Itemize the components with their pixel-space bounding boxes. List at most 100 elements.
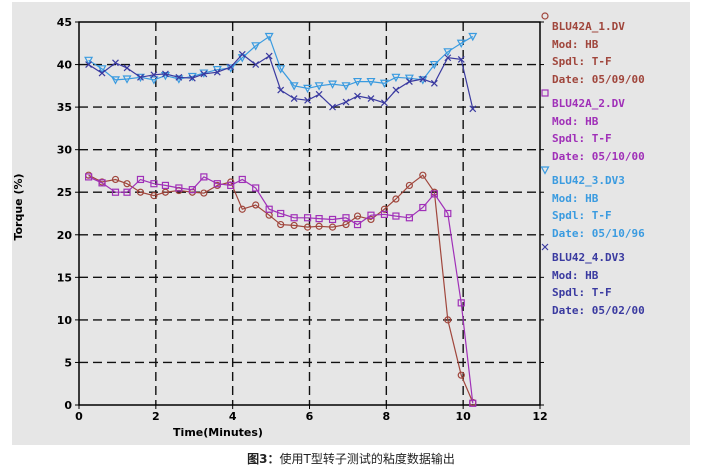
data-point <box>469 399 477 407</box>
data-point <box>188 74 196 82</box>
data-point <box>98 69 106 77</box>
legend-series-date: Date: 05/10/00 <box>552 149 645 163</box>
legend-series-mod: Mod: HB <box>552 114 599 128</box>
data-point <box>391 73 401 83</box>
data-point <box>457 371 465 379</box>
x-axis-title: Time(Minutes) <box>173 426 263 439</box>
data-point <box>252 201 260 209</box>
data-point <box>354 92 361 100</box>
data-point <box>289 82 299 91</box>
data-point <box>404 74 414 83</box>
x-tick-label: 10 <box>456 410 472 423</box>
data-point <box>380 99 388 107</box>
data-point <box>149 76 159 85</box>
legend-entry-2: BLU42A_2.DV Mod: HB Spdl: T-F Date: 05/1… <box>540 89 690 165</box>
legend-series-date: Date: 05/02/00 <box>552 303 645 317</box>
data-point <box>252 184 260 192</box>
data-point <box>367 215 375 224</box>
y-tick-label: 25 <box>57 186 72 199</box>
data-point <box>213 180 221 188</box>
data-point <box>265 205 273 213</box>
data-point <box>303 214 312 222</box>
data-point <box>304 96 312 104</box>
data-point <box>85 61 93 68</box>
legend-marker-shape <box>541 243 549 251</box>
data-point <box>238 205 246 213</box>
data-point <box>457 56 465 63</box>
data-point <box>150 71 158 79</box>
legend-series-mod: Mod: HB <box>552 37 599 51</box>
data-point <box>122 75 132 84</box>
data-point <box>328 215 337 224</box>
x-tick-label: 12 <box>532 410 547 423</box>
data-point <box>264 32 274 42</box>
data-point <box>137 73 144 81</box>
legend-series-spdl: Spdl: T-F <box>552 286 612 299</box>
data-point <box>200 70 208 78</box>
data-point <box>136 175 145 184</box>
data-point <box>161 181 170 190</box>
data-point <box>419 171 427 179</box>
x-tick-label: 4 <box>229 410 237 423</box>
y-tick-label: 40 <box>57 59 73 72</box>
data-point <box>161 188 170 196</box>
data-point <box>379 79 389 89</box>
data-point <box>469 105 477 113</box>
data-point <box>405 214 413 222</box>
data-point <box>290 95 298 103</box>
data-point <box>315 90 323 98</box>
legend-marker-4 <box>541 243 549 251</box>
legend-entry-4: BLU42_4.DV3 Mod: HB Spdl: T-F Date: 05/0… <box>540 243 690 319</box>
figure-caption-text: 使用T型转子测试的粘度数据输出 <box>279 452 455 466</box>
data-point <box>238 175 246 184</box>
legend-series-date: Date: 05/10/96 <box>552 226 645 240</box>
data-point <box>277 86 285 94</box>
data-point <box>430 79 438 87</box>
data-point <box>444 54 452 62</box>
data-point <box>84 56 94 66</box>
data-point <box>392 212 400 220</box>
data-point <box>188 186 196 194</box>
legend-series-name: BLU42A_2.DV <box>552 97 625 110</box>
data-point <box>328 223 337 231</box>
data-point <box>162 70 169 78</box>
data-point <box>468 32 478 42</box>
legend-series-date: Date: 05/09/00 <box>552 72 645 86</box>
data-point <box>353 220 362 229</box>
data-point <box>380 210 389 218</box>
data-point <box>419 75 427 83</box>
data-point <box>444 316 452 324</box>
data-point <box>429 60 439 70</box>
y-tick-label: 0 <box>64 399 72 412</box>
data-point <box>367 95 375 103</box>
legend-series-mod: Mod: HB <box>552 191 599 205</box>
y-tick-label: 20 <box>57 229 73 242</box>
data-point <box>277 209 285 218</box>
data-point <box>353 212 362 220</box>
x-tick-label: 6 <box>306 410 314 423</box>
data-point <box>303 223 312 231</box>
x-tick-label: 0 <box>75 410 83 423</box>
data-point <box>265 52 273 60</box>
data-point <box>110 76 121 85</box>
y-tick-label: 5 <box>64 356 72 369</box>
torque-chart: 0 2 4 6 8 10 12 0 5 10 15 20 25 30 35 40 45 Time(Minutes… <box>12 16 548 439</box>
figure-caption-number: 图3： <box>247 452 280 466</box>
series-line <box>88 176 474 404</box>
data-point <box>136 188 145 196</box>
data-point <box>123 180 131 188</box>
data-point <box>342 98 350 106</box>
legend-series-name: BLU42_3.DV3 <box>552 174 625 187</box>
x-tick-label: 8 <box>383 410 391 423</box>
data-point <box>277 220 285 229</box>
data-point <box>238 50 246 58</box>
figure-caption: 图3：使用T型转子测试的粘度数据输出 <box>0 450 702 467</box>
data-point <box>380 205 389 213</box>
legend-series-name: BLU42_4.DV3 <box>552 251 625 264</box>
data-point <box>213 68 221 76</box>
y-tick-label: 15 <box>57 271 72 284</box>
series-2 <box>85 173 477 407</box>
data-point <box>251 42 261 51</box>
y-tick-label: 30 <box>57 144 73 157</box>
data-point <box>315 215 323 223</box>
